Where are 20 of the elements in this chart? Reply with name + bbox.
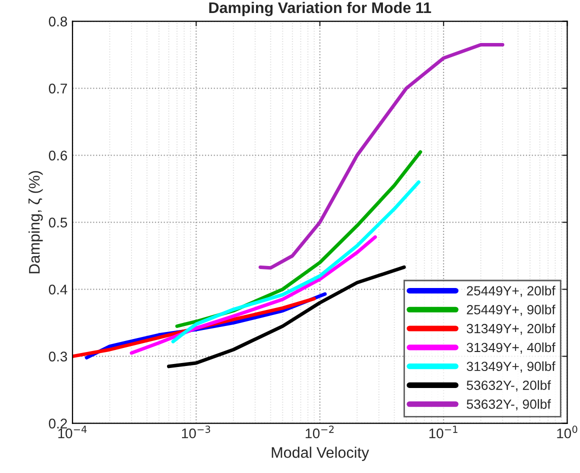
x-tick-label: 10$^{0}$ xyxy=(557,426,578,438)
legend-label: 53632Y-, 20lbf xyxy=(466,380,551,392)
legend-label: 25449Y+, 20lbf xyxy=(466,286,556,298)
legend-label: 25449Y+, 90lbf xyxy=(466,304,556,316)
y-tick-label: 0.6 xyxy=(48,150,68,160)
y-axis-title: Damping, ζ (%) xyxy=(28,171,43,274)
legend-label: 31349Y+, 40lbf xyxy=(466,342,556,354)
y-tick-label: 0.4 xyxy=(48,284,68,294)
legend-label: 31349Y+, 20lbf xyxy=(466,324,556,335)
legend-label: 53632Y-, 90lbf xyxy=(466,399,551,410)
x-tick-label: 10$^{−2}$ xyxy=(306,426,334,438)
y-tick-label: 0.8 xyxy=(48,16,68,26)
y-tick-label: 0.7 xyxy=(48,84,67,94)
x-axis-title: Modal Velocity xyxy=(272,446,370,461)
chart-title: Damping Variation for Mode 11 xyxy=(209,2,432,16)
y-tick-label: 0.3 xyxy=(48,352,68,362)
y-tick-label: 0.5 xyxy=(48,218,68,228)
x-tick-label: 10$^{−3}$ xyxy=(182,426,210,438)
legend-label: 31349Y+, 90lbf xyxy=(466,361,556,373)
x-tick-label: 10$^{−1}$ xyxy=(429,426,458,438)
